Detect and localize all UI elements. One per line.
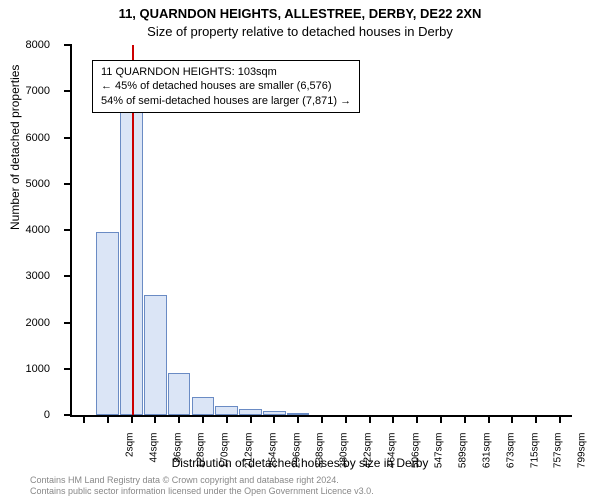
x-tick (202, 415, 204, 423)
footer-line-2: Contains public sector information licen… (30, 486, 374, 497)
x-tick (559, 415, 561, 423)
histogram-bar (96, 232, 119, 415)
plot-area: 11 QUARNDON HEIGHTS: 103sqm ← 45% of det… (70, 45, 572, 417)
y-tick (64, 44, 72, 46)
x-tick (107, 415, 109, 423)
histogram-bar (144, 295, 167, 415)
x-tick (345, 415, 347, 423)
chart-title-1: 11, QUARNDON HEIGHTS, ALLESTREE, DERBY, … (0, 6, 600, 21)
x-tick (511, 415, 513, 423)
footer-line-1: Contains HM Land Registry data © Crown c… (30, 475, 374, 486)
y-tick-label: 2000 (0, 317, 50, 329)
x-tick (250, 415, 252, 423)
y-tick (64, 183, 72, 185)
x-tick (488, 415, 490, 423)
x-tick (321, 415, 323, 423)
x-tick (297, 415, 299, 423)
annotation-line-3: 54% of semi-detached houses are larger (… (101, 94, 351, 108)
y-tick (64, 414, 72, 416)
x-axis-title: Distribution of detached houses by size … (0, 456, 600, 470)
x-tick (464, 415, 466, 423)
y-tick-label: 7000 (0, 85, 50, 97)
annotation-line-1: 11 QUARNDON HEIGHTS: 103sqm (101, 65, 351, 79)
x-tick (131, 415, 133, 423)
x-tick (440, 415, 442, 423)
annotation-line-2: ← 45% of detached houses are smaller (6,… (101, 79, 351, 93)
y-tick-label: 0 (0, 409, 50, 421)
y-tick (64, 368, 72, 370)
chart-container: 11, QUARNDON HEIGHTS, ALLESTREE, DERBY, … (0, 0, 600, 500)
histogram-bar (215, 406, 238, 415)
y-tick-label: 5000 (0, 178, 50, 190)
x-tick (273, 415, 275, 423)
y-tick-label: 8000 (0, 39, 50, 51)
histogram-bar (192, 397, 215, 416)
y-tick (64, 90, 72, 92)
y-tick (64, 275, 72, 277)
x-tick (83, 415, 85, 423)
x-tick (369, 415, 371, 423)
y-tick-label: 4000 (0, 224, 50, 236)
y-tick (64, 322, 72, 324)
y-tick-label: 3000 (0, 270, 50, 282)
footer-attribution: Contains HM Land Registry data © Crown c… (30, 475, 374, 497)
x-tick (154, 415, 156, 423)
chart-title-2: Size of property relative to detached ho… (0, 24, 600, 39)
x-tick (226, 415, 228, 423)
x-tick (535, 415, 537, 423)
x-tick (392, 415, 394, 423)
annotation-box: 11 QUARNDON HEIGHTS: 103sqm ← 45% of det… (92, 60, 360, 113)
x-tick (416, 415, 418, 423)
y-tick-label: 1000 (0, 363, 50, 375)
y-tick (64, 229, 72, 231)
histogram-bar (168, 373, 191, 415)
y-tick-label: 6000 (0, 132, 50, 144)
x-tick (178, 415, 180, 423)
y-tick (64, 137, 72, 139)
